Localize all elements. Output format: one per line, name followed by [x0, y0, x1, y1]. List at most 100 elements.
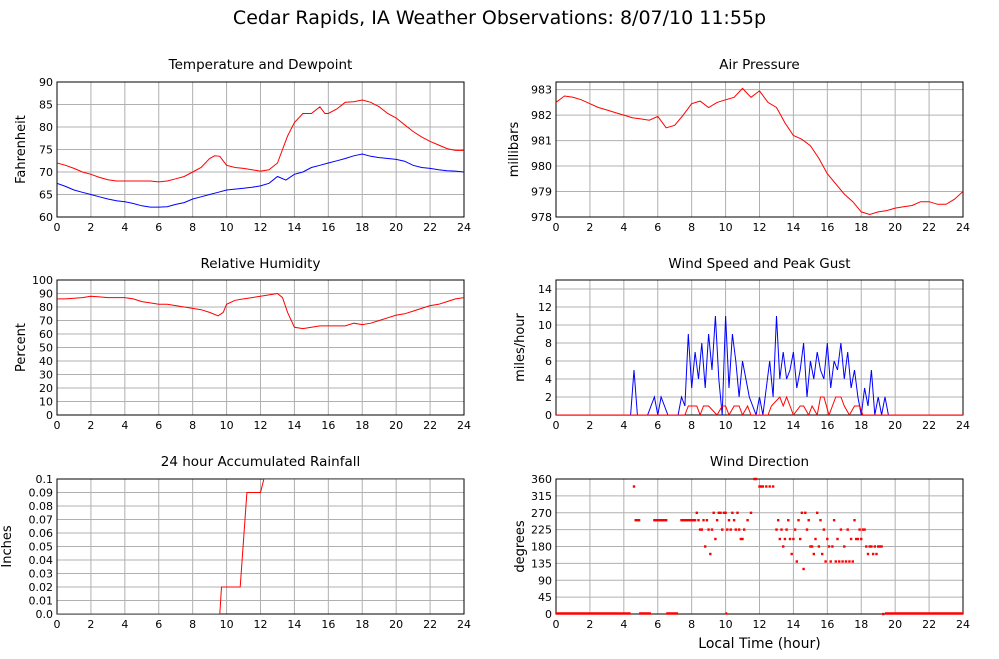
x-tick-label: 14: [287, 419, 301, 432]
x-tick-label: 4: [620, 618, 627, 631]
y-tick-label: 100: [32, 274, 53, 287]
y-tick-label: 0.04: [29, 554, 54, 567]
x-tick-label: 18: [854, 618, 868, 631]
x-tick-label: 0: [54, 618, 61, 631]
scatter-point: [829, 560, 832, 563]
scatter-point: [877, 545, 880, 548]
scatter-point: [692, 519, 695, 522]
x-tick-label: 20: [888, 618, 902, 631]
x-tick-label: 16: [321, 618, 335, 631]
scatter-point: [685, 519, 688, 522]
x-tick-label: 22: [423, 618, 437, 631]
x-tick-label: 24: [956, 221, 970, 234]
x-tick-label: 12: [753, 618, 767, 631]
x-tick-label: 10: [220, 221, 234, 234]
scatter-point: [743, 528, 746, 531]
scatter-point: [780, 528, 783, 531]
y-tick-label: 60: [39, 211, 53, 224]
plot-frame: [555, 478, 964, 615]
x-tick-label: 14: [786, 221, 800, 234]
x-tick-label: 8: [189, 221, 196, 234]
scatter-point: [882, 612, 885, 616]
x-tick-label: 0: [553, 419, 560, 432]
y-tick-label: 180: [531, 541, 552, 554]
scatter-point: [878, 545, 882, 548]
x-tick-label: 2: [87, 618, 94, 631]
scatter-point: [824, 560, 827, 563]
y-tick-label: 90: [538, 574, 552, 587]
scatter-point: [817, 545, 821, 548]
y-tick-label: 75: [39, 144, 53, 157]
x-tick-label: 16: [321, 419, 335, 432]
scatter-point: [714, 537, 717, 541]
x-tick-label: 18: [355, 419, 369, 432]
y-axis-label: Inches: [0, 525, 15, 567]
scatter-point: [717, 511, 720, 514]
x-tick-label: 4: [121, 221, 128, 234]
scatter-point: [814, 537, 817, 541]
y-tick-label: 20: [39, 382, 53, 395]
x-tick-label: 0: [553, 221, 560, 234]
x-tick-label: 12: [254, 419, 268, 432]
x-tick-label: 14: [786, 419, 800, 432]
x-tick-label: 4: [121, 419, 128, 432]
y-tick-label: 60: [39, 328, 53, 341]
scatter-point: [821, 552, 824, 556]
y-tick-label: 90: [39, 288, 53, 301]
scatter-point: [636, 519, 639, 522]
scatter-point: [799, 537, 802, 541]
series-line-1: [57, 153, 464, 208]
scatter-point: [778, 537, 781, 541]
scatter-point: [812, 552, 815, 556]
scatter-point: [793, 528, 797, 531]
scatter-point: [795, 560, 798, 563]
x-tick-label: 20: [389, 419, 403, 432]
scatter-point: [709, 552, 712, 556]
x-tick-label: 16: [820, 419, 834, 432]
scatter-point: [819, 519, 822, 522]
y-tick-label: 40: [39, 355, 53, 368]
chart-title: Wind Direction: [710, 454, 809, 470]
scatter-point: [856, 537, 860, 541]
y-tick-label: 14: [538, 283, 552, 296]
scatter-point: [866, 552, 870, 556]
scatter-point: [810, 545, 814, 548]
y-tick-label: 0.06: [29, 527, 54, 540]
x-tick-label: 20: [888, 221, 902, 234]
y-axis-label: millibars: [507, 122, 522, 178]
scatter-point: [853, 519, 856, 522]
scatter-point: [632, 485, 636, 488]
x-tick-label: 0: [54, 419, 61, 432]
x-tick-label: 22: [922, 618, 936, 631]
x-tick-label: 2: [586, 419, 593, 432]
scatter-point: [726, 528, 729, 531]
scatter-point: [736, 511, 739, 514]
scatter-point: [831, 545, 834, 548]
y-tick-label: 50: [39, 342, 53, 355]
y-tick-label: 0.07: [29, 514, 54, 527]
x-tick-label: 16: [820, 618, 834, 631]
scatter-point: [765, 485, 768, 488]
scatter-point: [754, 477, 758, 481]
scatter-point: [880, 545, 883, 548]
scatter-point: [683, 519, 687, 522]
x-tick-label: 14: [287, 221, 301, 234]
x-tick-label: 20: [888, 419, 902, 432]
scatter-point: [804, 511, 807, 514]
x-tick-label: 12: [753, 221, 767, 234]
scatter-point: [822, 528, 826, 531]
y-tick-label: 0.02: [29, 581, 54, 594]
x-tick-label: 6: [155, 221, 162, 234]
x-tick-label: 2: [586, 221, 593, 234]
x-tick-label: 24: [956, 419, 970, 432]
scatter-point: [653, 519, 656, 522]
scatter-point: [727, 519, 731, 522]
scatter-point: [654, 519, 658, 522]
chart-title: Air Pressure: [719, 57, 799, 73]
x-tick-label: 6: [155, 419, 162, 432]
scatter-point: [722, 511, 726, 514]
